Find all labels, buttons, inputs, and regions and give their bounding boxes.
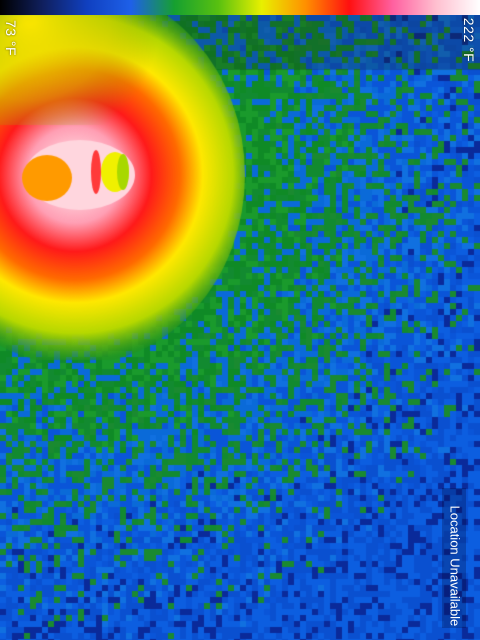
location-status-text: Location Unavailable <box>447 505 463 627</box>
max-temp-label: 222 °F <box>460 17 477 63</box>
location-status-badge <box>442 488 466 628</box>
min-temp-label: 73 °F <box>3 19 20 57</box>
color-scale-bar <box>0 0 480 15</box>
